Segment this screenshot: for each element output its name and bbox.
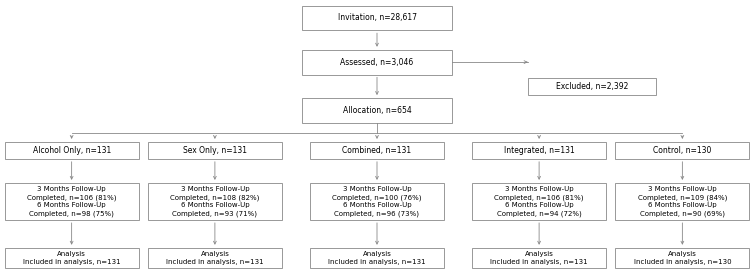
FancyBboxPatch shape xyxy=(302,50,452,75)
Text: Allocation, n=654: Allocation, n=654 xyxy=(342,106,412,115)
Text: Analysis
Included in analysis, n=131: Analysis Included in analysis, n=131 xyxy=(328,251,426,265)
Text: Analysis
Included in analysis, n=131: Analysis Included in analysis, n=131 xyxy=(23,251,121,265)
Text: Integrated, n=131: Integrated, n=131 xyxy=(504,146,575,155)
FancyBboxPatch shape xyxy=(615,183,749,220)
FancyBboxPatch shape xyxy=(5,183,139,220)
Text: Excluded, n=2,392: Excluded, n=2,392 xyxy=(556,82,628,91)
FancyBboxPatch shape xyxy=(5,248,139,268)
Text: 3 Months Follow-Up
Completed, n=106 (81%)
6 Months Follow-Up
Completed, n=98 (75: 3 Months Follow-Up Completed, n=106 (81%… xyxy=(27,186,116,217)
Text: Alcohol Only, n=131: Alcohol Only, n=131 xyxy=(32,146,111,155)
FancyBboxPatch shape xyxy=(310,142,444,159)
Text: Control, n=130: Control, n=130 xyxy=(653,146,712,155)
FancyBboxPatch shape xyxy=(472,183,606,220)
FancyBboxPatch shape xyxy=(302,6,452,30)
FancyBboxPatch shape xyxy=(302,98,452,123)
Text: Invitation, n=28,617: Invitation, n=28,617 xyxy=(338,14,416,22)
FancyBboxPatch shape xyxy=(5,142,139,159)
Text: 3 Months Follow-Up
Completed, n=109 (84%)
6 Months Follow-Up
Completed, n=90 (69: 3 Months Follow-Up Completed, n=109 (84%… xyxy=(638,186,727,217)
FancyBboxPatch shape xyxy=(615,248,749,268)
FancyBboxPatch shape xyxy=(528,78,656,95)
FancyBboxPatch shape xyxy=(148,248,282,268)
Text: Analysis
Included in analysis, n=131: Analysis Included in analysis, n=131 xyxy=(490,251,588,265)
Text: Sex Only, n=131: Sex Only, n=131 xyxy=(183,146,247,155)
Text: Assessed, n=3,046: Assessed, n=3,046 xyxy=(340,58,414,67)
FancyBboxPatch shape xyxy=(472,142,606,159)
Text: 3 Months Follow-Up
Completed, n=100 (76%)
6 Months Follow-Up
Completed, n=96 (73: 3 Months Follow-Up Completed, n=100 (76%… xyxy=(333,186,421,217)
Text: 3 Months Follow-Up
Completed, n=106 (81%)
6 Months Follow-Up
Completed, n=94 (72: 3 Months Follow-Up Completed, n=106 (81%… xyxy=(495,186,584,217)
FancyBboxPatch shape xyxy=(310,248,444,268)
Text: Analysis
Included in analysis, n=131: Analysis Included in analysis, n=131 xyxy=(166,251,264,265)
Text: Combined, n=131: Combined, n=131 xyxy=(342,146,412,155)
FancyBboxPatch shape xyxy=(310,183,444,220)
Text: Analysis
Included in analysis, n=130: Analysis Included in analysis, n=130 xyxy=(633,251,731,265)
Text: 3 Months Follow-Up
Completed, n=108 (82%)
6 Months Follow-Up
Completed, n=93 (71: 3 Months Follow-Up Completed, n=108 (82%… xyxy=(170,186,259,217)
FancyBboxPatch shape xyxy=(472,248,606,268)
FancyBboxPatch shape xyxy=(148,183,282,220)
FancyBboxPatch shape xyxy=(615,142,749,159)
FancyBboxPatch shape xyxy=(148,142,282,159)
